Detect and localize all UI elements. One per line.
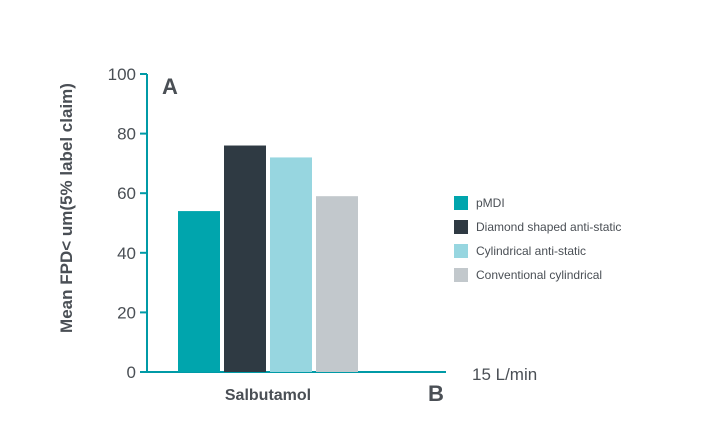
bars bbox=[178, 145, 358, 372]
bar-pmdi bbox=[178, 211, 220, 372]
y-tick-label: 80 bbox=[117, 125, 136, 144]
y-tick-label: 0 bbox=[127, 363, 136, 382]
flow-rate-label: 15 L/min bbox=[472, 365, 537, 384]
legend-swatch bbox=[454, 244, 468, 258]
legend-label: Conventional cylindrical bbox=[476, 268, 602, 282]
legend-swatch bbox=[454, 220, 468, 234]
legend-swatch bbox=[454, 268, 468, 282]
bar-diamond-shaped-anti-static bbox=[224, 145, 266, 372]
bar-conventional-cylindrical bbox=[316, 196, 358, 372]
panel-label-bottom: B bbox=[428, 381, 444, 406]
legend-label: Cylindrical anti-static bbox=[476, 244, 586, 258]
y-axis-label: Mean FPD< um(5% label claim) bbox=[57, 83, 76, 333]
bar-cylindrical-anti-static bbox=[270, 157, 312, 372]
legend-label: Diamond shaped anti-static bbox=[476, 220, 621, 234]
y-tick-label: 100 bbox=[108, 65, 136, 84]
y-tick-label: 60 bbox=[117, 184, 136, 203]
panel-label-top: A bbox=[162, 74, 178, 99]
legend: pMDI Diamond shaped anti-static Cylindrica… bbox=[454, 196, 621, 282]
y-tick-label: 40 bbox=[117, 244, 136, 263]
legend-label: pMDI bbox=[476, 196, 505, 210]
y-tick-label: 20 bbox=[117, 303, 136, 322]
legend-swatch bbox=[454, 196, 468, 210]
category-label: Salbutamol bbox=[225, 387, 311, 404]
x-axis-categories: Salbutamol bbox=[225, 387, 311, 404]
